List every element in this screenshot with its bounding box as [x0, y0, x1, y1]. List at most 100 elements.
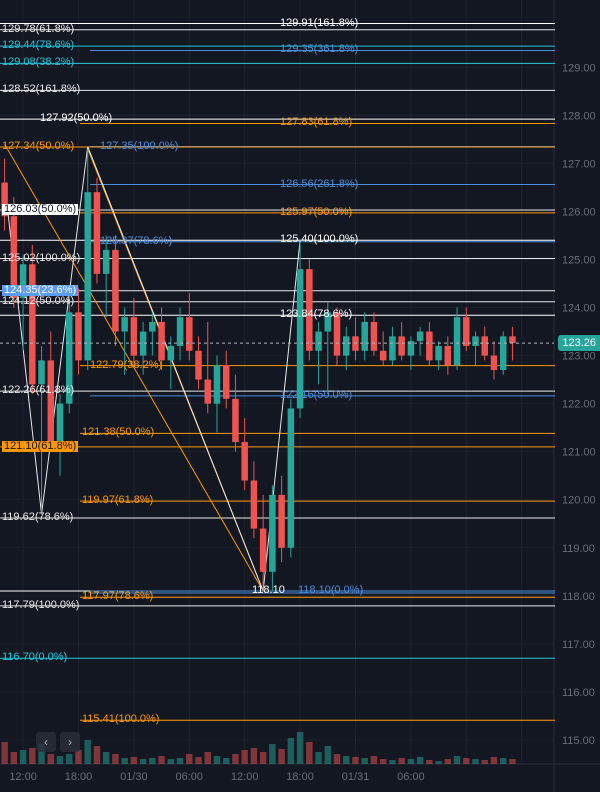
last-price-tag: 123.26: [558, 335, 600, 351]
candle: [278, 495, 285, 548]
candle: [297, 269, 304, 408]
candle: [223, 365, 230, 399]
volume-bar: [417, 757, 423, 764]
candle: [389, 336, 396, 360]
svg-text:12:00: 12:00: [231, 771, 259, 783]
volume-bar: [241, 750, 247, 764]
volume-bar: [398, 758, 404, 764]
volume-bar: [435, 761, 441, 764]
candle: [251, 481, 258, 529]
candle: [500, 336, 507, 370]
candle: [121, 317, 128, 331]
candle: [232, 399, 239, 442]
svg-text:115.00: 115.00: [562, 735, 595, 747]
volume-bar: [306, 742, 312, 764]
chevron-right-icon: ›: [68, 735, 72, 749]
volume-bar: [260, 752, 266, 764]
volume-bar: [103, 752, 109, 764]
volume-bar: [408, 759, 414, 764]
svg-text:18:00: 18:00: [65, 771, 93, 783]
candle: [334, 312, 341, 355]
candle: [112, 250, 119, 332]
candle: [168, 346, 175, 360]
svg-text:12:00: 12:00: [9, 771, 37, 783]
volume-bar: [1, 742, 7, 764]
volume-bar: [509, 759, 515, 764]
candle: [1, 183, 8, 217]
volume-bar: [426, 760, 432, 764]
candle: [269, 495, 276, 572]
candle: [361, 322, 368, 351]
svg-text:127.00: 127.00: [562, 158, 596, 170]
volume-bar: [463, 758, 469, 764]
volume-bar: [195, 757, 201, 764]
candle: [315, 332, 322, 351]
candle: [435, 346, 442, 360]
volume-bar: [361, 758, 367, 764]
volume-bar: [389, 760, 395, 764]
candle: [75, 312, 82, 360]
svg-text:118.00: 118.00: [562, 591, 595, 603]
candle: [214, 365, 221, 403]
volume-bar: [380, 759, 386, 764]
scroll-left-button[interactable]: ‹: [36, 732, 56, 752]
candle: [260, 529, 267, 572]
svg-text:128.00: 128.00: [562, 110, 596, 122]
volume-bar: [288, 738, 294, 764]
candle: [509, 336, 516, 343]
volume-bar: [251, 748, 257, 764]
volume-bar: [325, 746, 331, 764]
volume-bar: [500, 758, 506, 764]
candle: [38, 360, 45, 384]
candle: [177, 317, 184, 346]
scroll-right-button[interactable]: ›: [60, 732, 80, 752]
svg-text:18:00: 18:00: [286, 771, 314, 783]
candle: [195, 351, 202, 380]
candle: [29, 264, 36, 384]
volume-bar: [131, 757, 137, 764]
candle: [306, 269, 313, 351]
volume-bar: [186, 754, 192, 764]
svg-text:123.00: 123.00: [562, 351, 596, 363]
candle: [158, 322, 165, 360]
volume-bar: [121, 758, 127, 764]
volume-bar: [205, 752, 211, 764]
volume-bar: [232, 754, 238, 764]
candle: [426, 332, 433, 361]
volume-bar: [158, 756, 164, 764]
volume-bar: [445, 759, 451, 764]
svg-text:122.00: 122.00: [562, 399, 596, 411]
volume-bar: [94, 746, 100, 764]
candle: [186, 317, 193, 351]
svg-text:01/30: 01/30: [120, 771, 148, 783]
candle: [463, 317, 470, 346]
volume-bar: [75, 750, 81, 764]
candle: [472, 336, 479, 346]
volume-bar: [472, 759, 478, 764]
chevron-left-icon: ‹: [44, 735, 48, 749]
candle: [131, 317, 138, 355]
candle: [103, 250, 110, 274]
candle: [20, 264, 27, 298]
svg-text:125.00: 125.00: [562, 254, 596, 266]
svg-text:06:00: 06:00: [176, 771, 204, 783]
volume-bar: [48, 754, 54, 764]
volume-bar: [140, 759, 146, 764]
candle: [454, 317, 461, 365]
volume-bar: [112, 754, 118, 764]
volume-bar: [168, 759, 174, 764]
candle: [57, 404, 64, 442]
svg-text:124.00: 124.00: [562, 303, 596, 315]
volume-bar: [20, 750, 26, 764]
volume-bar: [269, 744, 275, 764]
candle: [343, 336, 350, 355]
volume-bar: [84, 740, 90, 764]
candle: [445, 346, 452, 365]
svg-text:06:00: 06:00: [397, 771, 425, 783]
candle: [491, 356, 498, 370]
last-price-value: 123.26: [562, 337, 596, 349]
price-chart[interactable]: 115.00116.00117.00118.00119.00120.00121.…: [0, 0, 600, 792]
svg-text:01/31: 01/31: [342, 771, 370, 783]
volume-bar: [334, 754, 340, 764]
candle: [482, 336, 489, 355]
